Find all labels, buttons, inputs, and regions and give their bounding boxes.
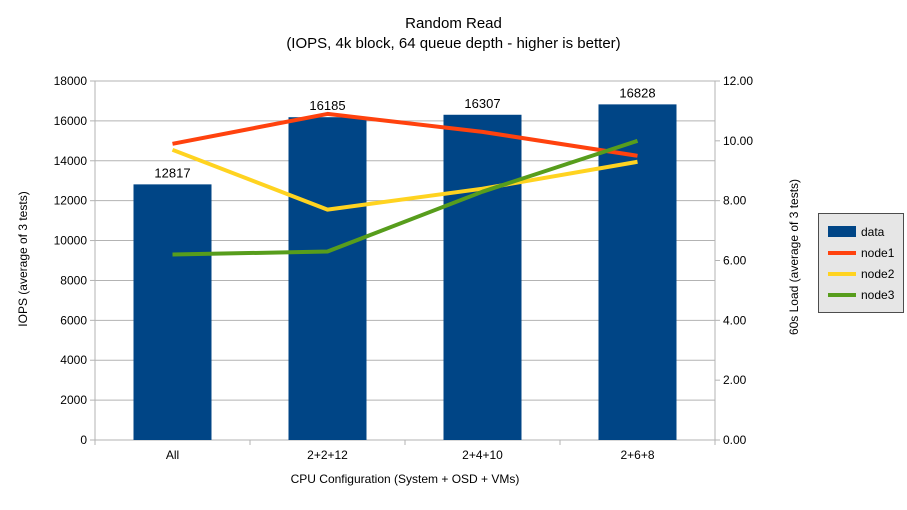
right-axis-tick-label: 0.00 — [723, 433, 747, 447]
legend-swatch-node3 — [828, 292, 856, 297]
legend-label: node2 — [861, 266, 895, 281]
legend-label: node1 — [861, 245, 895, 260]
left-axis-tick-label: 4000 — [60, 353, 87, 367]
bar-value-label: 16185 — [309, 98, 345, 113]
legend-label: data — [861, 224, 885, 239]
legend-swatch-node2 — [828, 271, 856, 276]
bar-value-label: 16828 — [619, 85, 655, 100]
left-axis-tick-label: 16000 — [54, 114, 88, 128]
left-axis-tick-label: 0 — [80, 433, 87, 447]
right-axis-tick-label: 8.00 — [723, 194, 747, 208]
left-axis-tick-label: 18000 — [54, 74, 88, 88]
left-axis-tick-label: 14000 — [54, 154, 88, 168]
left-axis-tick-label: 2000 — [60, 393, 87, 407]
legend-swatch-node1 — [828, 250, 856, 255]
bar — [288, 117, 367, 441]
right-axis-tick-label: 12.00 — [723, 74, 753, 88]
x-axis-category-label: All — [166, 448, 179, 462]
bar-value-label: 12817 — [154, 165, 190, 180]
legend-item-data: data — [828, 221, 903, 242]
left-axis-tick-label: 10000 — [54, 234, 88, 248]
series-line-node1 — [172, 111, 638, 158]
bar — [598, 104, 677, 441]
chart-title: Random Read — [405, 15, 502, 32]
legend-label: node3 — [861, 287, 895, 302]
series-line-node2 — [171, 147, 638, 212]
right-axis-tick-label: 6.00 — [723, 254, 747, 268]
legend-swatch-data — [828, 226, 856, 237]
x-axis-title: CPU Configuration (System + OSD + VMs) — [290, 472, 520, 486]
chart-subtitle: (IOPS, 4k block, 64 queue depth - higher… — [286, 35, 621, 52]
right-axis-tick-label: 2.00 — [723, 373, 747, 387]
x-axis-category-label: 2+2+12 — [307, 448, 348, 462]
legend-item-node3: node3 — [828, 284, 903, 305]
legend: data node1 node2 node3 — [818, 213, 904, 313]
legend-item-node2: node2 — [828, 263, 903, 284]
legend-item-node1: node1 — [828, 242, 903, 263]
left-axis-tick-label: 6000 — [60, 313, 87, 327]
right-axis-tick-label: 10.00 — [723, 134, 753, 148]
bar-value-label: 16307 — [464, 96, 500, 111]
x-axis-category-label: 2+4+10 — [462, 448, 503, 462]
left-axis-tick-label: 8000 — [60, 273, 87, 287]
left-axis-tick-label: 12000 — [54, 194, 88, 208]
bar — [443, 114, 522, 441]
bar — [133, 184, 212, 440]
x-axis-category-label: 2+6+8 — [620, 448, 654, 462]
series-line-node3 — [172, 138, 639, 257]
right-axis-tick-label: 4.00 — [723, 313, 747, 327]
chart-title-block: Random Read (IOPS, 4k block, 64 queue de… — [0, 14, 907, 54]
